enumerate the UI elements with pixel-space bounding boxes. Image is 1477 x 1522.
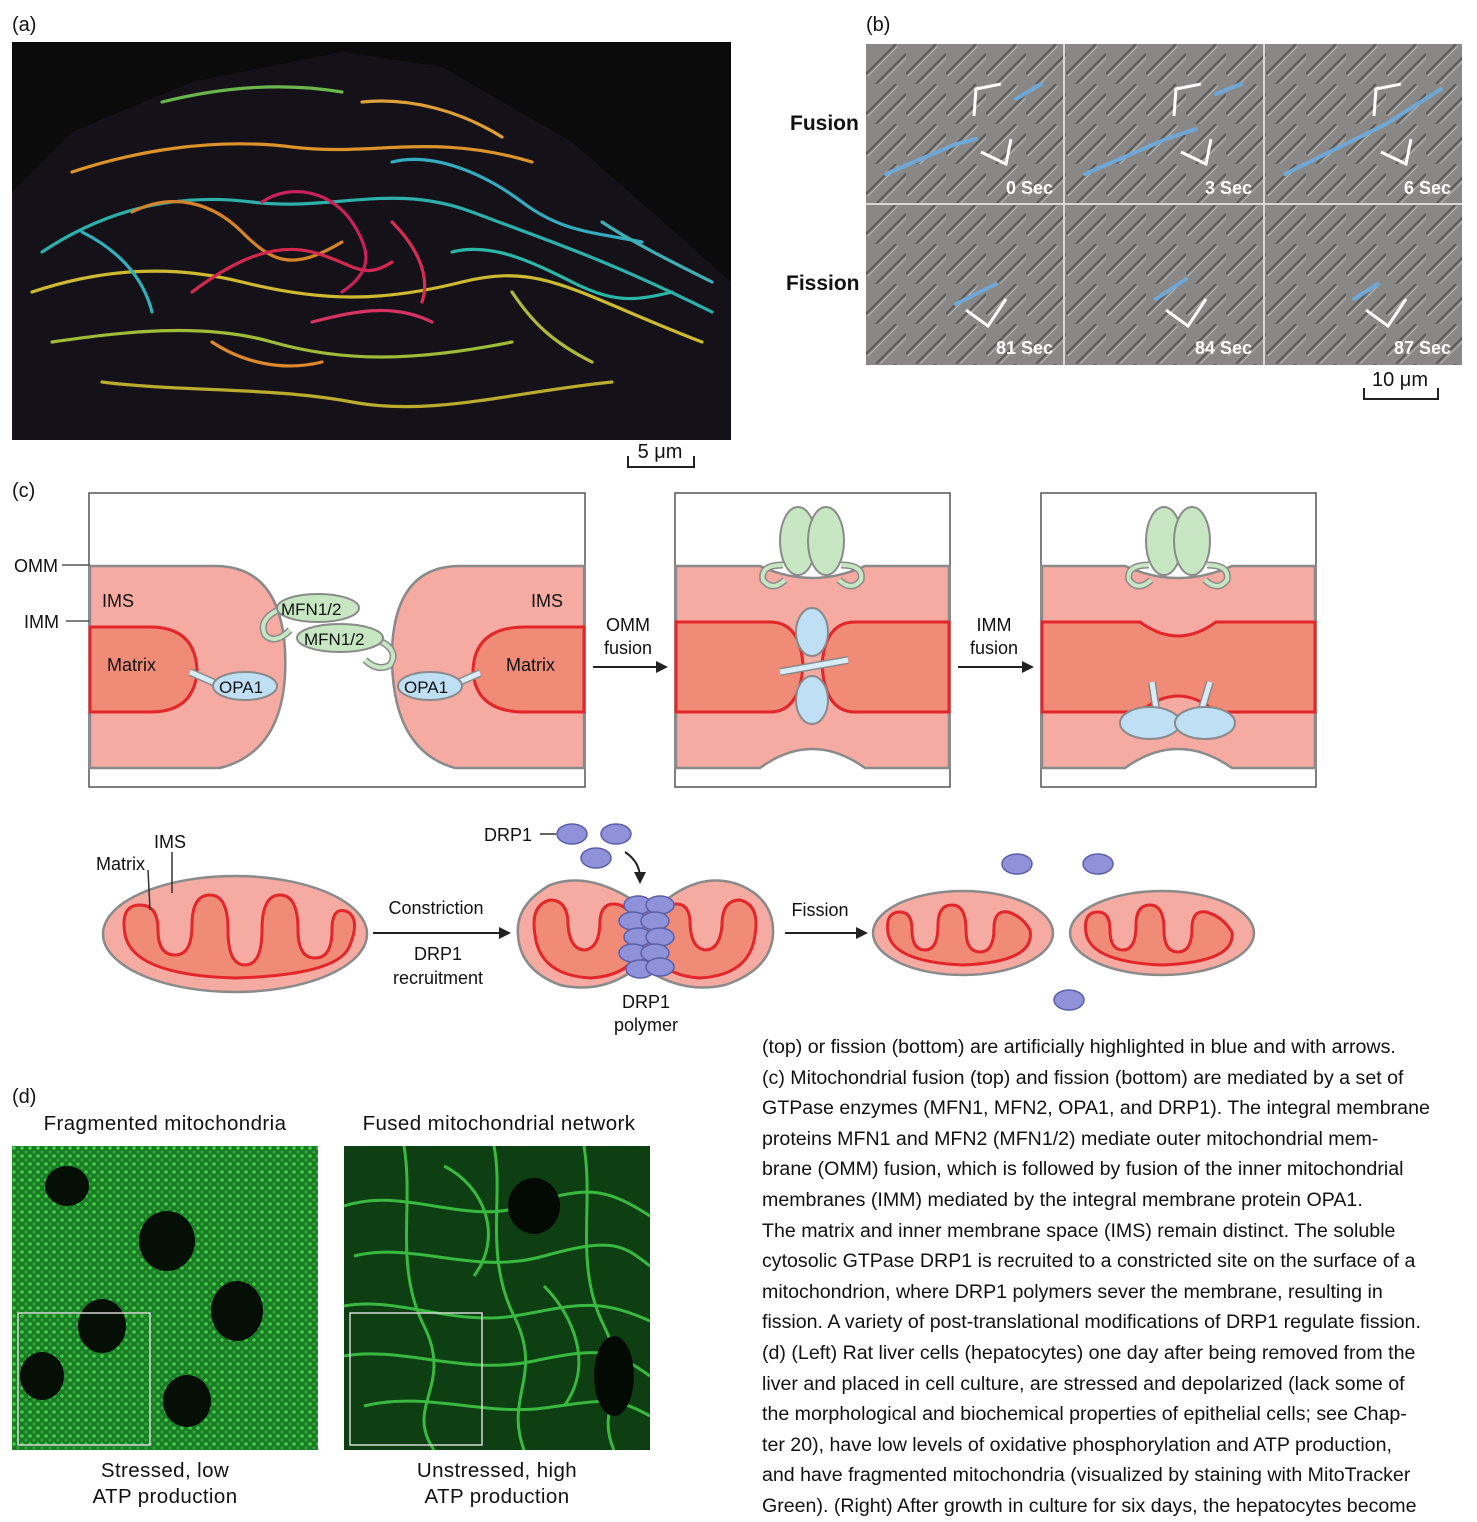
mfn-label: MFN1/2 [304, 630, 364, 649]
fused-micrograph [344, 1146, 650, 1450]
frame-time-label: 6 Sec [1404, 178, 1452, 198]
caption-line: the morphological and biochemical proper… [762, 1403, 1407, 1426]
figure-caption: (top) or fission (bottom) are artificial… [762, 1032, 1467, 1522]
caption-line: (c) Mitochondrial fusion (top) and fissi… [762, 1066, 1404, 1089]
panel-a-scale-bar [627, 456, 695, 468]
ims-label: IMS [154, 832, 186, 852]
caption-line: mitochondrion, where DRP1 polymers sever… [762, 1280, 1383, 1303]
right-caption-line: ATP production [424, 1485, 570, 1508]
panel-b-scale-label: 10 μm [1372, 369, 1428, 391]
fused-title: Fused mitochondrial network [362, 1112, 636, 1135]
caption-line: fission. A variety of post-translational… [762, 1311, 1421, 1334]
time-lapse-grid: 0 Sec 3 Sec 6 Sec 81 Sec 84 Sec 87 Sec [866, 44, 1462, 365]
caption-line: proteins MFN1 and MFN2 (MFN1/2) mediate … [762, 1127, 1379, 1150]
caption-line: Green). (Right) After growth in culture … [762, 1494, 1417, 1517]
caption-line: liver and placed in cell culture, are st… [762, 1372, 1405, 1395]
ims-label-right: IMS [531, 591, 563, 611]
panel-c-label: (c) [12, 480, 36, 502]
panel-b-scale-bar [1363, 388, 1439, 400]
caption-line: GTPase enzymes (MFN1, MFN2, OPA1, and DR… [762, 1097, 1430, 1120]
fusion-diagram: OMM IMM IMS IMS Matrix Matrix MFN1/2 MFN… [14, 492, 1317, 788]
frame-time-label: 81 Sec [996, 338, 1054, 358]
panel-a-label: (a) [12, 14, 37, 36]
recruitment-label: recruitment [393, 968, 483, 988]
opa1-label: OPA1 [219, 678, 263, 697]
caption-line: cytosolic GTPase DRP1 is recruited to a … [762, 1250, 1416, 1273]
polymer-label: DRP1 [622, 992, 670, 1012]
panel-a-scale-label: 5 μm [637, 441, 683, 463]
right-caption-line: Unstressed, high [416, 1459, 578, 1482]
fission-diagram: IMS Matrix DRP1 Constriction DRP1 recrui… [96, 823, 1256, 1035]
left-caption-line: ATP production [92, 1485, 238, 1508]
left-caption-line: Stressed, low [100, 1459, 230, 1482]
fragmented-title: Fragmented mitochondria [43, 1112, 287, 1135]
constriction-label: Constriction [388, 898, 483, 918]
recruitment-label: DRP1 [414, 944, 462, 964]
frame-time-label: 84 Sec [1195, 338, 1253, 358]
fusion-row-label: Fusion [790, 112, 859, 135]
caption-line: ter 20), have low levels of oxidative ph… [762, 1433, 1392, 1456]
fission-row-label: Fission [786, 272, 860, 295]
arrow-label: fusion [970, 638, 1018, 658]
mfn-label: MFN1/2 [281, 600, 341, 619]
caption-line: and have fragmented mitochondria (visual… [762, 1464, 1411, 1487]
arrow-label: fusion [604, 638, 652, 658]
arrow-label: OMM [606, 615, 650, 635]
mitochondria-network-micrograph [12, 42, 731, 440]
omm-label: OMM [14, 556, 58, 576]
caption-line: brane (OMM) fusion, which is followed by… [762, 1158, 1404, 1181]
polymer-label: polymer [614, 1015, 678, 1035]
matrix-label: Matrix [96, 854, 145, 874]
imm-label: IMM [24, 612, 59, 632]
matrix-label-right: Matrix [506, 655, 555, 675]
arrow-label: IMM [977, 615, 1012, 635]
opa1-label: OPA1 [404, 678, 448, 697]
frame-time-label: 0 Sec [1006, 178, 1054, 198]
matrix-label-left: Matrix [107, 655, 156, 675]
caption-line: The matrix and inner membrane space (IMS… [762, 1219, 1396, 1242]
caption-line: membranes (IMM) mediated by the integral… [762, 1188, 1363, 1211]
ims-label-left: IMS [102, 591, 134, 611]
frame-time-label: 3 Sec [1205, 178, 1253, 198]
panel-d-label: (d) [12, 1086, 37, 1108]
caption-line: (d) (Left) Rat liver cells (hepatocytes)… [762, 1341, 1416, 1364]
frame-time-label: 87 Sec [1394, 338, 1452, 358]
fission-label: Fission [791, 900, 848, 920]
fragmented-micrograph [12, 1146, 318, 1450]
panel-b-label: (b) [866, 14, 891, 36]
drp1-label: DRP1 [484, 825, 532, 845]
caption-line: (top) or fission (bottom) are artificial… [762, 1036, 1396, 1058]
